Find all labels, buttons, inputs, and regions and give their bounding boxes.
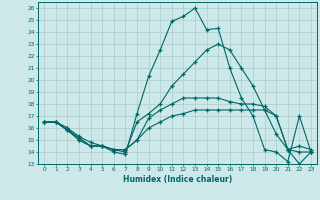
X-axis label: Humidex (Indice chaleur): Humidex (Indice chaleur) bbox=[123, 175, 232, 184]
